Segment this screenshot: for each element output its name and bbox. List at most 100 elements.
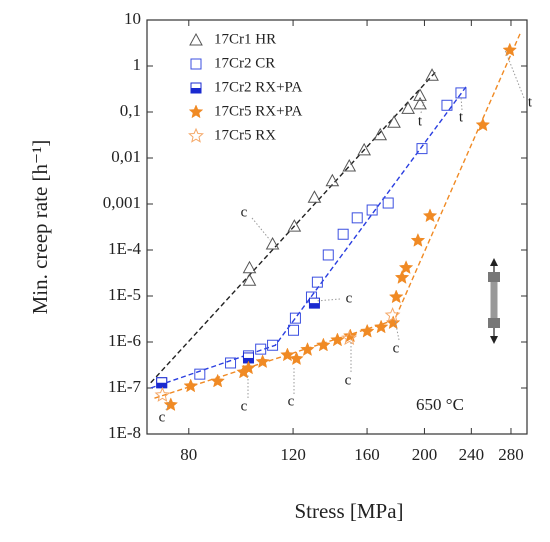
star bbox=[385, 315, 401, 330]
marker bbox=[373, 127, 388, 141]
marker bbox=[388, 289, 404, 304]
y-axis-label: Min. creep rate [h⁻¹] bbox=[28, 140, 52, 315]
star bbox=[388, 289, 404, 304]
y-tick-label: 0,01 bbox=[111, 147, 141, 166]
marker bbox=[255, 354, 270, 369]
triangle bbox=[373, 127, 388, 141]
marker bbox=[308, 297, 320, 309]
marker bbox=[183, 378, 199, 393]
square bbox=[322, 249, 334, 261]
annotation: c bbox=[345, 372, 352, 388]
marker bbox=[325, 173, 340, 187]
square bbox=[351, 212, 363, 224]
triangle bbox=[265, 236, 280, 250]
square bbox=[194, 368, 206, 380]
annotation-leader bbox=[460, 96, 463, 111]
annotation: t bbox=[528, 94, 533, 110]
star bbox=[341, 330, 358, 346]
marker bbox=[366, 204, 378, 216]
triangle bbox=[242, 273, 257, 286]
annotation: 650 °C bbox=[416, 395, 464, 414]
annotation: c bbox=[159, 409, 166, 425]
marker bbox=[385, 315, 401, 330]
star bbox=[410, 232, 426, 247]
marker bbox=[401, 101, 415, 114]
legend-label: 17Cr2 RX+PA bbox=[214, 79, 303, 95]
marker bbox=[307, 190, 322, 203]
annotation: t bbox=[459, 109, 464, 125]
triangle bbox=[425, 68, 439, 81]
square bbox=[441, 99, 453, 111]
marker bbox=[416, 143, 428, 155]
square bbox=[382, 197, 394, 209]
square bbox=[225, 357, 237, 369]
marker bbox=[225, 357, 237, 369]
square-fill bbox=[243, 357, 254, 363]
marker bbox=[188, 127, 204, 143]
y-tick-label: 1E-7 bbox=[108, 377, 142, 396]
square bbox=[267, 339, 279, 351]
square bbox=[289, 312, 301, 324]
square bbox=[455, 87, 467, 99]
star bbox=[342, 328, 358, 343]
star bbox=[502, 42, 518, 57]
square bbox=[190, 58, 202, 70]
triangle bbox=[189, 32, 203, 46]
marker bbox=[189, 32, 203, 46]
marker bbox=[342, 158, 357, 172]
plot-frame bbox=[146, 19, 528, 435]
marker bbox=[311, 276, 323, 288]
square-fill bbox=[191, 88, 201, 93]
square bbox=[416, 143, 428, 155]
star bbox=[373, 319, 389, 334]
y-tick-label: 1E-4 bbox=[108, 239, 142, 258]
triangle bbox=[413, 88, 427, 101]
star bbox=[154, 386, 171, 402]
marker bbox=[337, 228, 349, 240]
marker bbox=[373, 319, 389, 334]
legend-label: 17Cr5 RX+PA bbox=[214, 103, 303, 119]
marker bbox=[357, 142, 371, 156]
marker bbox=[289, 312, 301, 324]
star bbox=[300, 342, 315, 356]
marker bbox=[413, 88, 427, 101]
square bbox=[311, 276, 323, 288]
x-tick-label: 280 bbox=[498, 445, 524, 464]
marker bbox=[382, 197, 394, 209]
marker bbox=[210, 373, 225, 388]
square-fill bbox=[309, 303, 320, 309]
marker bbox=[455, 87, 467, 99]
marker bbox=[242, 273, 257, 286]
triangle bbox=[387, 115, 401, 128]
star bbox=[289, 351, 304, 366]
marker bbox=[242, 260, 257, 274]
marker bbox=[410, 232, 426, 247]
marker bbox=[255, 343, 267, 355]
marker bbox=[190, 82, 202, 94]
x-tick-label: 200 bbox=[412, 445, 438, 464]
marker bbox=[387, 115, 401, 128]
star bbox=[183, 378, 199, 393]
x-tick-label: 160 bbox=[354, 445, 380, 464]
square bbox=[366, 204, 378, 216]
star bbox=[359, 323, 375, 338]
marker bbox=[316, 337, 331, 352]
annotation: c bbox=[241, 204, 248, 220]
marker bbox=[322, 249, 334, 261]
annotation: t bbox=[418, 113, 423, 129]
star bbox=[255, 354, 270, 369]
marker bbox=[267, 339, 279, 351]
marker bbox=[502, 42, 518, 57]
marker bbox=[475, 117, 491, 132]
marker bbox=[342, 328, 358, 343]
star bbox=[384, 306, 401, 323]
y-tick-label: 1E-6 bbox=[108, 331, 141, 350]
triangle bbox=[242, 260, 257, 274]
square bbox=[255, 343, 267, 355]
marker bbox=[288, 324, 300, 336]
star bbox=[316, 337, 331, 352]
trend-line bbox=[150, 69, 438, 384]
marker bbox=[287, 219, 302, 232]
star bbox=[475, 117, 491, 132]
